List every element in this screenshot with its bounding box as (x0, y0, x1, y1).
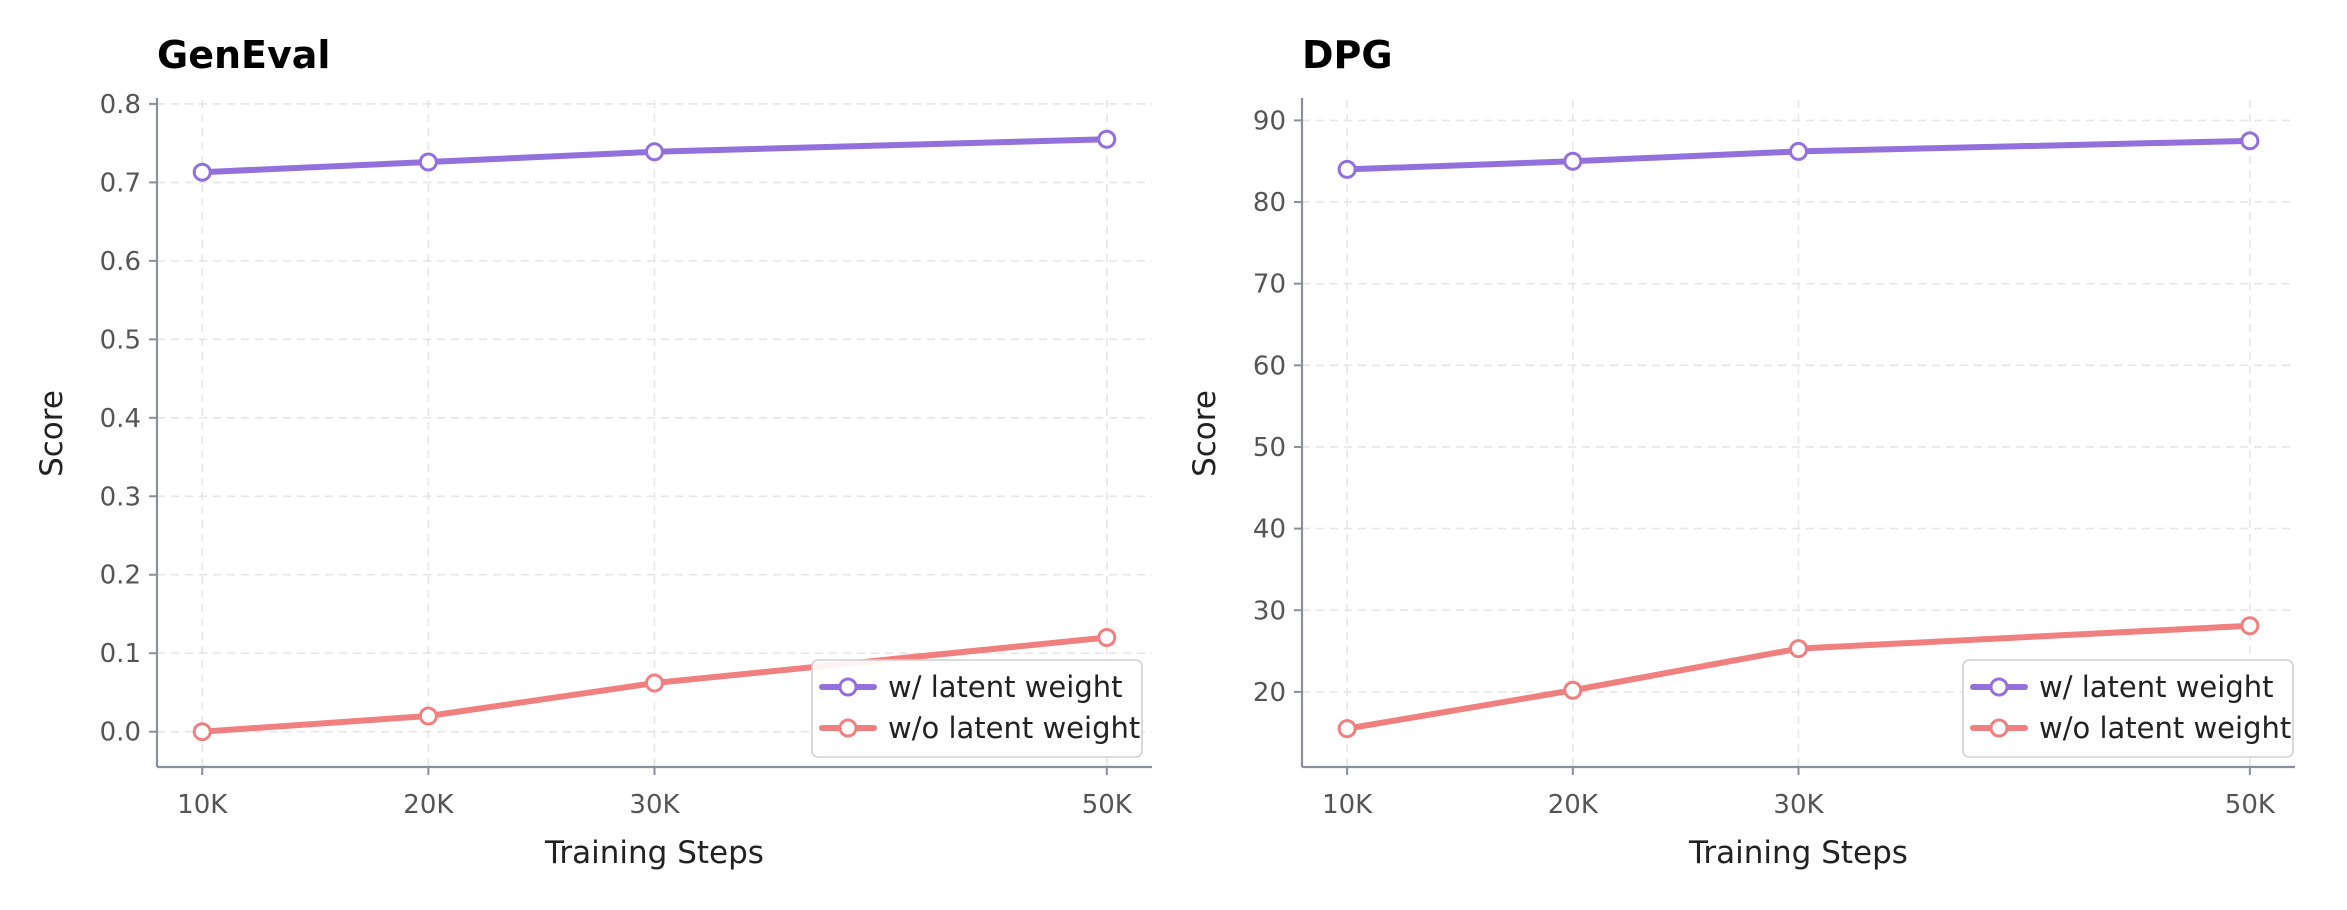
x-tick-label: 50K (1082, 790, 1133, 820)
y-tick-label: 20 (1253, 678, 1286, 708)
data-point (1563, 151, 1583, 171)
series-without-latent-weight (1337, 616, 2260, 739)
dpg-title: DPG (1302, 33, 1393, 77)
legend-label: w/ latent weight (888, 670, 1123, 704)
data-point (192, 162, 212, 182)
data-point (1789, 639, 1808, 659)
y-tick-label: 30 (1253, 596, 1286, 626)
y-tick-label: 40 (1253, 515, 1286, 545)
y-tick-label: 0.6 (100, 247, 141, 277)
data-point (1789, 141, 1808, 161)
y-tick-label: 0.0 (100, 718, 141, 748)
geneval-title: GenEval (157, 33, 330, 77)
geneval-chart: GenEval 0.0 0.1 0.2 0.3 0.4 0.5 0.6 0.7 0.8 10K 20K… (34, 33, 1152, 871)
data-point (645, 673, 664, 693)
y-tick-label: 60 (1253, 351, 1286, 381)
dpg-grid (1302, 100, 2295, 767)
y-tick-label: 0.3 (100, 482, 141, 512)
legend-label: w/o latent weight (888, 711, 1140, 745)
dpg-legend: w/ latent weight w/o latent weight (1962, 659, 2294, 758)
legend-label: w/ latent weight (2039, 670, 2274, 704)
series-line (199, 136, 1110, 176)
y-tick-label: 90 (1253, 106, 1286, 136)
legend-label: w/o latent weight (2039, 711, 2291, 745)
x-tick-label: 10K (1322, 790, 1373, 820)
x-tick-label: 10K (177, 790, 228, 820)
series-with-latent-weight (192, 129, 1117, 182)
legend-marker (1989, 677, 2009, 697)
data-point (1563, 680, 1583, 700)
series-line (1344, 137, 2253, 173)
y-tick-label: 0.1 (100, 639, 141, 669)
x-tick-label: 20K (403, 790, 454, 820)
data-point (418, 706, 438, 726)
geneval-grid (157, 100, 1152, 767)
y-tick-label: 0.2 (100, 561, 141, 591)
x-tick-label: 30K (629, 790, 680, 820)
data-point (1097, 628, 1117, 648)
y-tick-label: 50 (1253, 433, 1286, 463)
data-point (2240, 616, 2260, 636)
data-point (2240, 131, 2260, 151)
data-point (418, 152, 438, 172)
y-tick-label: 0.4 (100, 404, 141, 434)
data-point (1337, 719, 1357, 739)
data-point (1337, 159, 1357, 179)
series-line (1344, 622, 2253, 732)
legend-box (1962, 659, 2294, 758)
y-tick-label: 0.5 (100, 325, 141, 355)
legend-marker (1989, 718, 2009, 738)
legend-marker (838, 677, 858, 697)
y-tick-label: 80 (1253, 188, 1286, 218)
y-tick-label: 0.8 (100, 90, 141, 120)
y-tick-label: 0.7 (100, 168, 141, 198)
legend-marker (838, 718, 858, 738)
data-point (192, 722, 212, 742)
geneval-y-axis-label: Score (34, 390, 70, 477)
geneval-x-axis-label: Training Steps (544, 835, 764, 871)
x-tick-label: 30K (1773, 790, 1824, 820)
dpg-x-axis-label: Training Steps (1688, 835, 1908, 871)
data-point (1097, 129, 1117, 149)
data-point (645, 142, 664, 162)
series-with-latent-weight (1337, 131, 2260, 179)
x-tick-label: 20K (1548, 790, 1599, 820)
geneval-legend: w/ latent weight w/o latent weight (811, 659, 1143, 758)
legend-box (811, 659, 1143, 758)
x-tick-label: 50K (2225, 790, 2276, 820)
y-tick-label: 70 (1253, 270, 1286, 300)
dpg-chart: DPG 20 30 40 50 60 70 80 90 10K 20K 30K 50K Training … (1187, 33, 2295, 871)
dpg-y-axis-label: Score (1187, 390, 1223, 477)
